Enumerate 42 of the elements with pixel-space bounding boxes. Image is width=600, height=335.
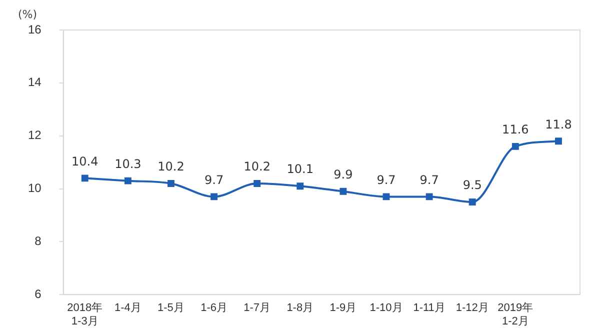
x-tick-label: 1-10月 [370, 302, 403, 314]
point [124, 177, 132, 184]
x-tick-label: 1-5月 [158, 302, 184, 314]
y-tick-label: 14 [28, 75, 42, 90]
data-label: 9.7 [376, 172, 396, 187]
y-tick-label: 6 [34, 286, 42, 301]
x-tick-label: 2019年 1-2月 [498, 302, 534, 328]
y-tick-label: 8 [34, 234, 42, 248]
x-tick-label: 1-4月 [114, 302, 142, 314]
data-label: 9.9 [334, 168, 353, 182]
x-tick-label: 1-8月 [286, 302, 314, 314]
data-label: 9.5 [462, 178, 482, 192]
data-label: 11.8 [545, 117, 572, 132]
y-axis-title: (%) [18, 8, 38, 21]
x-tick-label: 1-7月 [244, 302, 271, 314]
data-label: 10.2 [158, 160, 184, 174]
data-label: 11.6 [502, 122, 529, 137]
point [382, 193, 390, 200]
x-tick-label: 1-11月 [413, 302, 446, 314]
point [555, 138, 562, 145]
point [426, 193, 433, 200]
data-label: 9.7 [420, 172, 439, 187]
y-tick-label: 16 [28, 22, 42, 36]
point [254, 180, 261, 187]
data-label: 10.2 [244, 160, 270, 174]
point [468, 198, 476, 206]
x-tick-label: 1-9月 [330, 302, 357, 314]
point [210, 193, 218, 200]
data-label: 10.4 [72, 154, 98, 168]
point [340, 188, 347, 195]
data-label: 10.3 [114, 156, 142, 171]
y-tick-label: 12 [28, 128, 42, 142]
y-tick-label: 10 [28, 181, 42, 196]
x-tick-label: 1-12月 [456, 302, 489, 314]
x-tick-label: 1-6月 [200, 302, 228, 314]
point [296, 182, 304, 190]
data-label: 9.7 [204, 172, 224, 187]
data-label: 10.1 [286, 162, 314, 176]
point [168, 180, 174, 187]
point [512, 142, 519, 150]
x-tick-label: 2018年 1-3月 [67, 302, 103, 328]
point [81, 174, 88, 182]
